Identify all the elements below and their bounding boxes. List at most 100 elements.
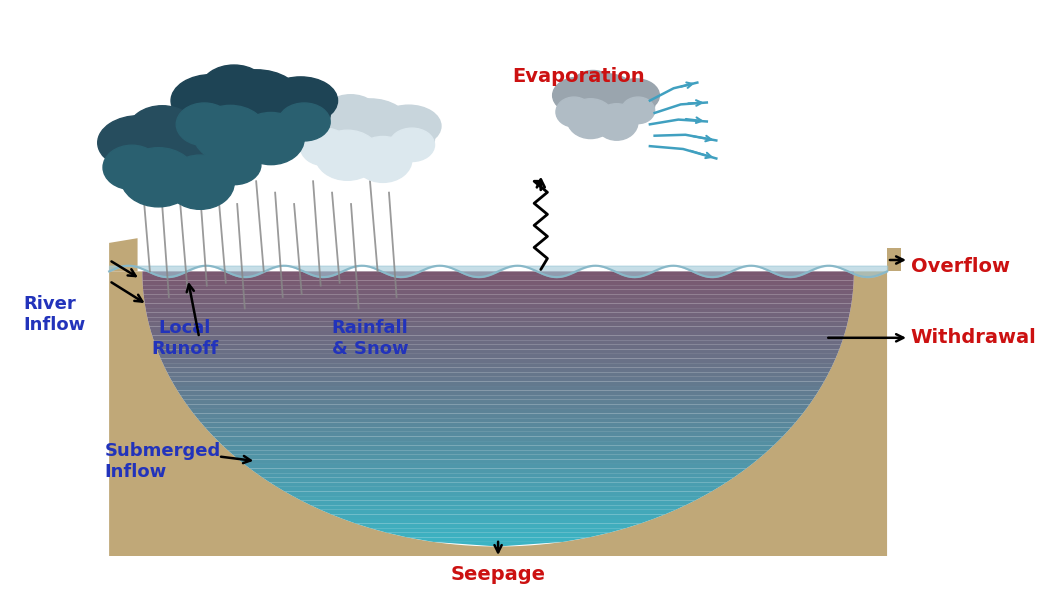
- Polygon shape: [144, 294, 853, 299]
- Polygon shape: [190, 409, 806, 414]
- Polygon shape: [143, 285, 854, 290]
- Polygon shape: [161, 359, 836, 363]
- Text: Rainfall
& Snow: Rainfall & Snow: [332, 319, 408, 358]
- Polygon shape: [145, 303, 852, 308]
- Ellipse shape: [121, 147, 196, 207]
- Ellipse shape: [622, 97, 654, 124]
- Ellipse shape: [208, 145, 260, 185]
- Polygon shape: [238, 460, 758, 464]
- Polygon shape: [109, 238, 138, 271]
- Ellipse shape: [171, 74, 252, 127]
- Polygon shape: [187, 404, 810, 409]
- Polygon shape: [228, 450, 769, 455]
- Polygon shape: [218, 441, 778, 446]
- Ellipse shape: [237, 112, 304, 165]
- Polygon shape: [143, 280, 854, 285]
- Polygon shape: [159, 354, 838, 359]
- Polygon shape: [270, 483, 727, 487]
- Polygon shape: [311, 505, 686, 510]
- Polygon shape: [181, 395, 816, 400]
- Polygon shape: [343, 519, 653, 524]
- Polygon shape: [250, 469, 747, 473]
- Ellipse shape: [128, 106, 196, 155]
- Polygon shape: [320, 510, 675, 515]
- Ellipse shape: [193, 105, 268, 162]
- Polygon shape: [148, 322, 847, 326]
- Ellipse shape: [555, 97, 592, 127]
- Ellipse shape: [278, 103, 330, 141]
- Polygon shape: [197, 418, 799, 423]
- Ellipse shape: [166, 155, 234, 210]
- Ellipse shape: [377, 105, 441, 147]
- Ellipse shape: [354, 137, 412, 182]
- Polygon shape: [143, 276, 854, 280]
- Polygon shape: [262, 478, 733, 483]
- Polygon shape: [201, 423, 795, 427]
- Text: Evaporation: Evaporation: [512, 68, 645, 86]
- Polygon shape: [371, 528, 626, 533]
- Ellipse shape: [315, 130, 380, 181]
- Polygon shape: [167, 372, 830, 377]
- Polygon shape: [143, 271, 854, 276]
- Polygon shape: [143, 290, 853, 294]
- Polygon shape: [887, 248, 901, 271]
- Text: Overflow: Overflow: [910, 257, 1010, 276]
- Polygon shape: [174, 386, 821, 391]
- Polygon shape: [146, 308, 851, 313]
- Polygon shape: [169, 377, 826, 382]
- Polygon shape: [244, 464, 752, 469]
- Polygon shape: [163, 363, 834, 368]
- Polygon shape: [301, 501, 695, 505]
- Ellipse shape: [176, 103, 232, 146]
- Polygon shape: [277, 487, 719, 492]
- Ellipse shape: [98, 115, 182, 170]
- Polygon shape: [356, 524, 640, 528]
- Polygon shape: [155, 345, 841, 349]
- Text: River
Inflow: River Inflow: [24, 295, 86, 334]
- Polygon shape: [233, 455, 763, 460]
- Polygon shape: [165, 368, 832, 372]
- Ellipse shape: [552, 77, 605, 114]
- Polygon shape: [223, 446, 774, 450]
- Polygon shape: [209, 432, 788, 437]
- Polygon shape: [213, 437, 782, 441]
- Ellipse shape: [595, 104, 638, 140]
- Polygon shape: [285, 492, 712, 496]
- Ellipse shape: [212, 70, 300, 127]
- Polygon shape: [434, 542, 563, 547]
- Polygon shape: [256, 473, 740, 478]
- Ellipse shape: [612, 79, 659, 112]
- Polygon shape: [153, 340, 842, 345]
- Ellipse shape: [390, 128, 435, 161]
- Ellipse shape: [103, 145, 161, 190]
- Polygon shape: [149, 326, 846, 331]
- Polygon shape: [293, 496, 704, 501]
- Ellipse shape: [300, 128, 350, 165]
- Text: Submerged
Inflow: Submerged Inflow: [104, 442, 220, 481]
- Ellipse shape: [560, 82, 654, 129]
- Polygon shape: [407, 538, 589, 542]
- Text: Seepage: Seepage: [450, 565, 546, 585]
- Ellipse shape: [579, 74, 635, 114]
- Polygon shape: [147, 317, 848, 322]
- Ellipse shape: [192, 118, 269, 167]
- Ellipse shape: [182, 82, 330, 148]
- Polygon shape: [144, 299, 853, 303]
- Ellipse shape: [567, 98, 614, 138]
- Ellipse shape: [321, 95, 380, 137]
- Polygon shape: [184, 400, 813, 404]
- Polygon shape: [146, 313, 849, 317]
- Polygon shape: [193, 414, 802, 418]
- Ellipse shape: [109, 123, 260, 192]
- Ellipse shape: [332, 99, 408, 149]
- Polygon shape: [387, 533, 609, 538]
- Text: Withdrawal: Withdrawal: [910, 329, 1036, 347]
- Ellipse shape: [264, 77, 337, 124]
- Polygon shape: [156, 349, 839, 354]
- Ellipse shape: [201, 65, 268, 112]
- Polygon shape: [109, 271, 887, 556]
- Polygon shape: [172, 382, 824, 386]
- Polygon shape: [332, 515, 665, 519]
- Polygon shape: [151, 331, 845, 336]
- Polygon shape: [177, 391, 819, 395]
